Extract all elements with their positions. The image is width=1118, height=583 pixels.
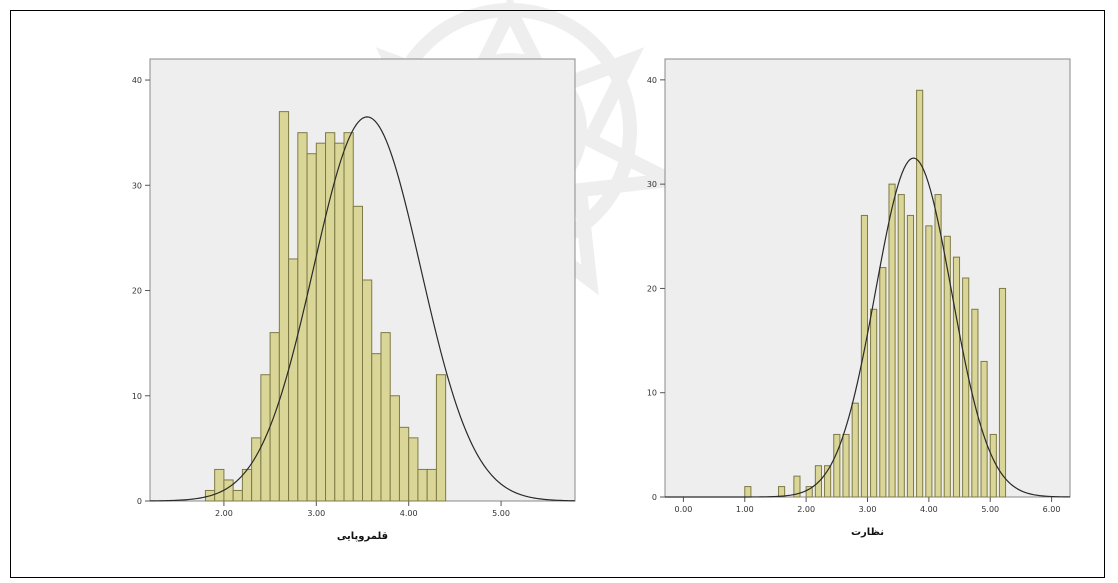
histogram-bar (352, 205, 363, 502)
histogram-bar (417, 468, 428, 502)
histogram-bar (925, 225, 933, 498)
histogram-bar (232, 489, 243, 502)
x-axis-label: نظارت (851, 527, 884, 538)
y-tick-label: 30 (647, 180, 657, 189)
histogram-bar (805, 486, 813, 498)
histogram-bar (870, 308, 878, 498)
histogram-bar (744, 486, 752, 498)
histogram-bar (389, 395, 400, 502)
x-tick-label: 1.00 (736, 505, 754, 514)
normal-curve (149, 116, 576, 502)
histogram-bar (269, 332, 280, 502)
x-tick-label: 2.00 (797, 505, 815, 514)
histogram-bar (897, 194, 905, 498)
histogram-right: 0 10 20 30 40 0.00 1.00 2.00 3.00 4.00 5.00 6.00 نظا… (647, 58, 1071, 538)
histogram-bar (851, 402, 859, 498)
histogram-bar (888, 183, 896, 498)
histogram-bar (408, 437, 419, 502)
histogram-bar (906, 214, 915, 498)
x-axis-label: قلمروپایی (337, 531, 388, 542)
y-tick-label: 40 (132, 76, 142, 85)
histogram-bar (793, 475, 801, 498)
x-tick-label: 4.00 (400, 509, 418, 518)
y-tick-label: 0 (137, 497, 142, 506)
histogram-bar (962, 277, 970, 498)
x-tick-label: 0.00 (675, 505, 693, 514)
histogram-bar (879, 267, 887, 498)
histogram-bar (426, 468, 437, 502)
histogram-bar (343, 132, 354, 502)
histogram-bar (824, 465, 832, 498)
histogram-bar (306, 153, 317, 502)
x-tick-label: 6.00 (1043, 505, 1061, 514)
histogram-bar (362, 279, 373, 502)
histogram-bar (998, 287, 1007, 498)
x-tick-label: 4.00 (920, 505, 938, 514)
histogram-bar (435, 374, 447, 502)
y-tick-label: 30 (132, 181, 142, 190)
histogram-bar (278, 111, 290, 502)
figure-frame (10, 10, 1105, 578)
histogram-bar (916, 89, 924, 498)
y-tick-label: 40 (647, 76, 657, 85)
histogram-bar (943, 235, 951, 498)
y-tick-label: 20 (132, 287, 142, 296)
y-tick-label: 0 (652, 493, 657, 502)
histogram-bar (334, 142, 345, 502)
histogram-bar (833, 433, 841, 498)
histogram-bar (989, 433, 997, 498)
normal-curve (665, 157, 1071, 498)
histogram-bar (842, 433, 850, 498)
histogram-bar (380, 332, 391, 502)
histogram-left: 0 10 20 30 40 2.00 3.00 4.00 5.00 قلمروپایی (132, 58, 576, 542)
histogram-bar (980, 360, 988, 498)
histogram-bar (398, 426, 410, 502)
histogram-bar (214, 468, 225, 502)
histogram-panel-left: 0 10 20 30 40 2.00 3.00 4.00 5.00 قلمروپایی (130, 55, 590, 564)
x-tick-label: 5.00 (492, 509, 510, 518)
histogram-bar (251, 437, 262, 502)
y-tick-label: 20 (647, 284, 657, 293)
y-tick-label: 10 (647, 389, 657, 398)
x-tick-label: 3.00 (859, 505, 877, 514)
histogram-bar (934, 194, 942, 498)
histogram-bar (288, 258, 299, 502)
histogram-panel-right: 0 10 20 30 40 0.00 1.00 2.00 3.00 4.00 5.00 6.00 نظا… (645, 55, 1085, 564)
histogram-bar (778, 486, 786, 498)
x-tick-label: 2.00 (215, 509, 233, 518)
histogram-bar (315, 142, 327, 502)
histogram-bar (223, 479, 234, 502)
x-tick-label: 5.00 (981, 505, 999, 514)
y-tick-label: 10 (132, 392, 142, 401)
histogram-bar (860, 214, 868, 498)
histogram-bar (952, 256, 961, 498)
x-tick-label: 3.00 (307, 509, 325, 518)
histogram-bar (371, 353, 382, 502)
